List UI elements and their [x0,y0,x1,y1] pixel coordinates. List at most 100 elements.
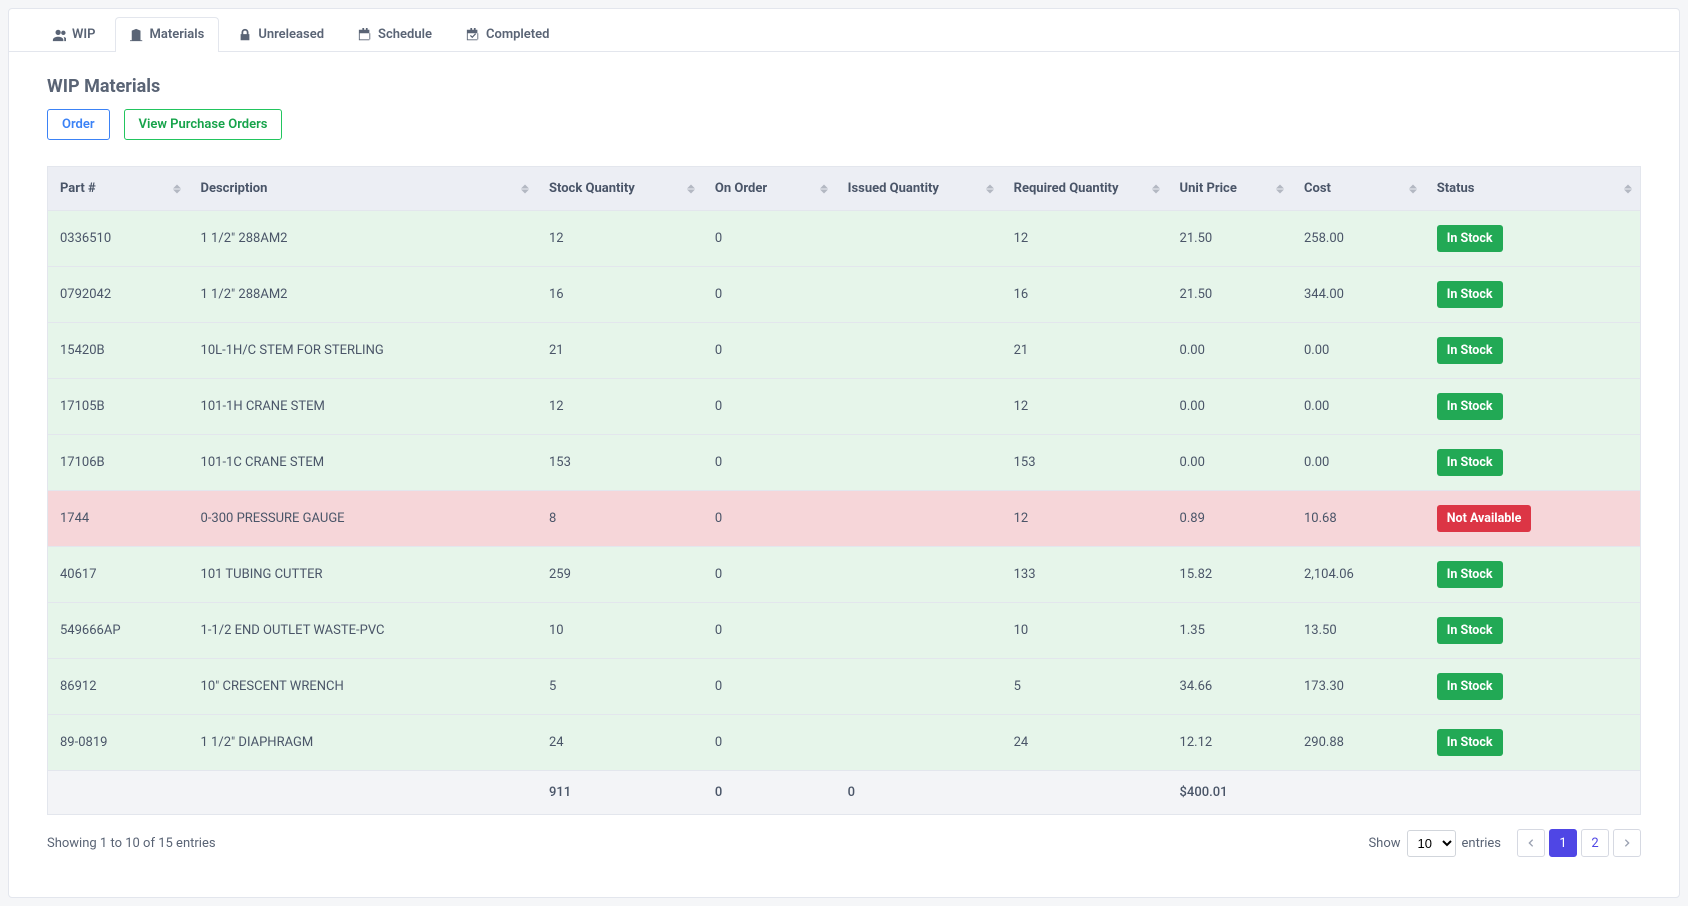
cell-stock: 5 [537,659,703,715]
col-header-label: Stock Quantity [549,181,635,196]
cell-stock: 259 [537,547,703,603]
cell-part: 0792042 [48,267,189,323]
col-header[interactable]: Cost [1292,167,1425,211]
cell-status: In Stock [1425,603,1641,659]
cell-required: 12 [1002,491,1168,547]
cell-unit-price: 15.82 [1168,547,1292,603]
entries-label: entries [1462,836,1502,851]
cell-unit-price: 34.66 [1168,659,1292,715]
col-header[interactable]: Stock Quantity [537,167,703,211]
table-footer-row: 91100$400.01 [48,771,1641,815]
cell-cost: 13.50 [1292,603,1425,659]
tab-schedule[interactable]: Schedule [343,17,447,51]
col-header-label: Part # [60,181,96,196]
tab-label: WIP [72,27,96,42]
cell-issued [836,603,1002,659]
cell-status: Not Available [1425,491,1641,547]
page-2[interactable]: 2 [1581,829,1609,857]
cell-issued [836,435,1002,491]
cell-stock: 16 [537,267,703,323]
tab-unreleased[interactable]: Unreleased [223,17,339,51]
cell-issued [836,379,1002,435]
page-next[interactable] [1613,829,1641,857]
col-header-label: Description [201,181,268,196]
cell-part: 0336510 [48,211,189,267]
cell-required: 12 [1002,379,1168,435]
col-header[interactable]: Status [1425,167,1641,211]
col-header[interactable]: On Order [703,167,836,211]
page-size-select[interactable]: 10 [1407,830,1456,857]
cell-part: 86912 [48,659,189,715]
cell-status: In Stock [1425,267,1641,323]
cell-required: 133 [1002,547,1168,603]
table-row: 8691210" CRESCENT WRENCH50534.66173.30In… [48,659,1641,715]
table-row: 17440-300 PRESSURE GAUGE80120.8910.68Not… [48,491,1641,547]
status-badge: In Stock [1437,617,1503,644]
tab-materials[interactable]: Materials [115,17,220,51]
col-header[interactable]: Description [189,167,537,211]
tab-label: Materials [150,27,205,42]
cell-on-order: 0 [703,379,836,435]
cell-issued [836,659,1002,715]
sort-icon [820,184,828,193]
cell-unit-price: 0.00 [1168,379,1292,435]
cell-cost: 0.00 [1292,435,1425,491]
page-prev[interactable] [1517,829,1545,857]
table-row: 549666AP1-1/2 END OUTLET WASTE-PVC100101… [48,603,1641,659]
cell-required: 12 [1002,211,1168,267]
cell-on-order: 0 [703,491,836,547]
users-icon [52,28,66,42]
table-row: 17106B101-1C CRANE STEM15301530.000.00In… [48,435,1641,491]
cell-part: 549666AP [48,603,189,659]
col-header[interactable]: Part # [48,167,189,211]
page-1[interactable]: 1 [1549,829,1577,857]
showing-entries-text: Showing 1 to 10 of 15 entries [47,836,216,851]
sort-icon [1152,184,1160,193]
cell-stock: 12 [537,379,703,435]
col-header-label: Issued Quantity [848,181,939,196]
col-header[interactable]: Issued Quantity [836,167,1002,211]
tab-wip[interactable]: WIP [37,17,111,51]
tab-completed[interactable]: Completed [451,17,565,51]
chevron-left-icon [1526,838,1536,848]
cell-stock: 8 [537,491,703,547]
tab-label: Completed [486,27,550,42]
tab-label: Unreleased [258,27,324,42]
cell-description: 1 1/2" 288AM2 [189,267,537,323]
cell-unit-price: 12.12 [1168,715,1292,771]
col-header[interactable]: Unit Price [1168,167,1292,211]
cell-stock: 153 [537,435,703,491]
show-entries: Show 10 entries [1368,830,1501,857]
cell-issued [836,211,1002,267]
cell-on-order: 0 [703,659,836,715]
cell-unit-price: 21.50 [1168,211,1292,267]
cell-unit-price: 1.35 [1168,603,1292,659]
calendar-icon [358,28,372,42]
show-label: Show [1368,836,1400,851]
cell-required: 153 [1002,435,1168,491]
cell-cost: 344.00 [1292,267,1425,323]
cell-cost: 0.00 [1292,379,1425,435]
pagination: 12 [1517,829,1641,857]
content-area: WIP Materials Order View Purchase Orders… [9,52,1679,897]
status-badge: In Stock [1437,673,1503,700]
cell-stock: 12 [537,211,703,267]
main-card: WIPMaterialsUnreleasedScheduleCompleted … [8,8,1680,898]
view-purchase-orders-button[interactable]: View Purchase Orders [124,109,283,140]
cell-part: 17106B [48,435,189,491]
cell-cost: 290.88 [1292,715,1425,771]
building-icon [130,28,144,42]
cell-description: 0-300 PRESSURE GAUGE [189,491,537,547]
col-header[interactable]: Required Quantity [1002,167,1168,211]
cell-status: In Stock [1425,659,1641,715]
status-badge: In Stock [1437,449,1503,476]
cell-issued [836,547,1002,603]
col-header-label: On Order [715,181,767,196]
cell-description: 1 1/2" 288AM2 [189,211,537,267]
cell-stock: 21 [537,323,703,379]
cell-status: In Stock [1425,379,1641,435]
cell-status: In Stock [1425,323,1641,379]
order-button[interactable]: Order [47,109,110,140]
cell-status: In Stock [1425,715,1641,771]
cell-cost: 2,104.06 [1292,547,1425,603]
